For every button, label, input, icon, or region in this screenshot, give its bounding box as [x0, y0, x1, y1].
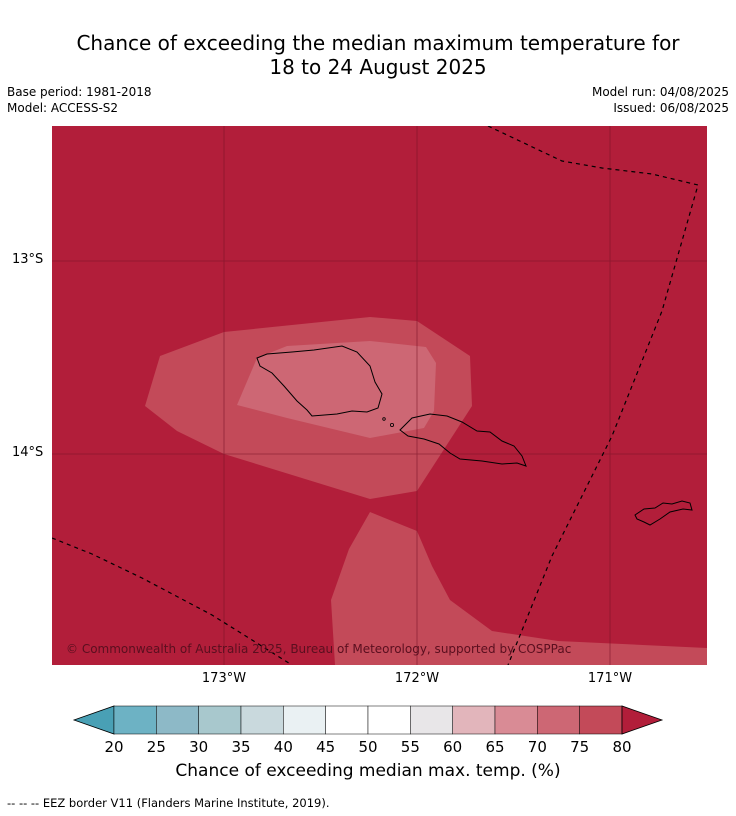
- lat-label-14s: 14°S: [12, 445, 44, 460]
- title-line-2: 18 to 24 August 2025: [269, 55, 487, 79]
- base-period: Base period: 1981-2018: [7, 85, 152, 99]
- tutuila-island: [634, 500, 693, 526]
- colorbar-cell-35-40: [240, 705, 284, 735]
- colorbar-tick-35: 35: [231, 738, 251, 756]
- eez-border: [52, 126, 699, 665]
- region-75-80-south: [331, 512, 707, 665]
- region-70-75: [237, 341, 436, 438]
- title-line-1: Chance of exceeding the median maximum t…: [76, 31, 680, 55]
- colorbar: [72, 705, 664, 735]
- colorbar-tick-50: 50: [358, 738, 378, 756]
- colorbar-cell-30-35: [198, 705, 242, 735]
- colorbar-extend-high: [621, 705, 664, 735]
- colorbar-cell-50-55: [367, 705, 411, 735]
- colorbar-tick-30: 30: [189, 738, 209, 756]
- colorbar-label: Chance of exceeding median max. temp. (%…: [175, 761, 561, 781]
- apolima-island: [389, 422, 394, 427]
- colorbar-cell-75-80: [579, 705, 623, 735]
- savaii-island: [256, 345, 383, 417]
- upolu-island: [399, 413, 527, 467]
- model-name: Model: ACCESS-S2: [7, 101, 119, 115]
- lon-label-171w: 171°W: [587, 671, 633, 686]
- colorbar-cell-55-60: [410, 705, 453, 735]
- copyright-notice: © Commonwealth of Australia 2025, Bureau…: [66, 642, 572, 656]
- model-run: Model run: 04/08/2025: [591, 85, 729, 99]
- meta-right: Model run: 04/08/2025 Issued: 06/08/2025: [592, 84, 729, 116]
- colorbar-tick-65: 65: [485, 738, 505, 756]
- colorbar-tick-25: 25: [146, 738, 166, 756]
- map-svg: [52, 126, 707, 665]
- issued-date: Issued: 06/08/2025: [613, 101, 729, 115]
- lon-label-172w: 172°W: [394, 671, 440, 686]
- colorbar-tick-80: 80: [612, 738, 632, 756]
- meta-left: Base period: 1981-2018 Model: ACCESS-S2: [7, 84, 152, 116]
- colorbar-cell-40-45: [283, 705, 326, 735]
- lat-label-13s: 13°S: [12, 252, 44, 267]
- colorbar-tick-70: 70: [527, 738, 547, 756]
- colorbar-tick-75: 75: [570, 738, 590, 756]
- colorbar-cell-45-50: [325, 705, 369, 735]
- manono-island: [382, 417, 386, 421]
- colorbar-tick-20: 20: [104, 738, 124, 756]
- colorbar-cell-25-30: [156, 705, 199, 735]
- colorbar-tick-60: 60: [443, 738, 463, 756]
- colorbar-tick-45: 45: [316, 738, 336, 756]
- graticule: [52, 126, 707, 665]
- colorbar-extend-low: [72, 705, 115, 735]
- colorbar-cell-70-75: [537, 705, 580, 735]
- colorbar-cell-60-65: [452, 705, 496, 735]
- lon-label-173w: 173°W: [201, 671, 247, 686]
- eez-footnote: -- -- -- EEZ border V11 (Flanders Marine…: [7, 796, 330, 810]
- colorbar-tick-40: 40: [273, 738, 293, 756]
- map-title: Chance of exceeding the median maximum t…: [20, 31, 736, 79]
- colorbar-cell-20-25: [113, 705, 157, 735]
- colorbar-tick-55: 55: [400, 738, 420, 756]
- colorbar-cell-65-70: [494, 705, 538, 735]
- map-panel[interactable]: © Commonwealth of Australia 2025, Bureau…: [52, 126, 707, 665]
